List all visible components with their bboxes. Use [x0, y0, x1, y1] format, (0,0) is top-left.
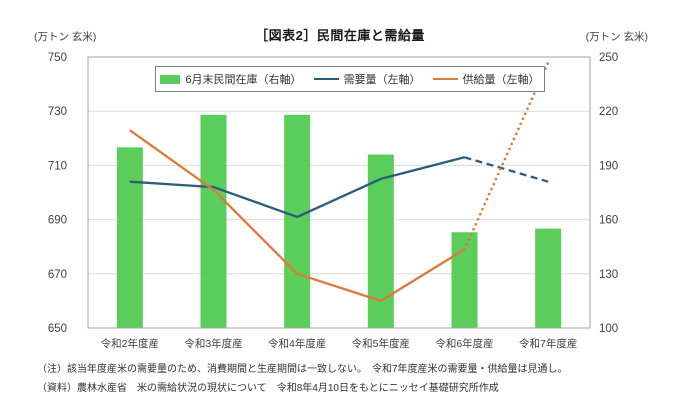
- legend-bar-swatch: [160, 74, 181, 84]
- y-tick-right: 130: [599, 269, 618, 281]
- x-label-令和5年度産: 令和5年度産: [352, 337, 410, 350]
- y-tick-left: 650: [48, 323, 67, 335]
- y-tick-left: 670: [48, 269, 67, 281]
- x-label-令和7年度産: 令和7年度産: [519, 337, 577, 350]
- y-tick-right: 100: [599, 323, 618, 335]
- chart-title: ［図表2］民間在庫と需給量: [255, 28, 425, 43]
- line-forecast-series-0: [464, 156, 549, 183]
- note-source: （資料）農林水産省 米の需給状況の現状について 令和8年4月10日をもとにニッセ…: [37, 382, 499, 394]
- plot-border: [87, 56, 591, 329]
- x-label-令和4年度産: 令和4年度産: [268, 337, 326, 350]
- y-tick-left: 750: [48, 52, 67, 64]
- legend-demand-line-swatch: [313, 77, 339, 81]
- y-tick-right: 190: [599, 160, 618, 172]
- x-label-令和3年度産: 令和3年度産: [184, 337, 242, 350]
- legend-item-supply: 供給量（左軸）: [432, 71, 540, 87]
- legend-item-inventory: 6月末民間在庫（右軸）: [160, 71, 302, 87]
- right-axis-unit-label: (万トン 玄米): [585, 31, 648, 43]
- line-solid-series-1: [129, 129, 466, 303]
- legend-label-inventory: 6月末民間在庫（右軸）: [185, 74, 302, 86]
- chart-legend: 6月末民間在庫（右軸） 需要量（左軸） 供給量（左軸）: [155, 66, 545, 92]
- y-tick-left: 730: [48, 106, 67, 118]
- bar-令和6年度産: [451, 232, 478, 328]
- y-tick-left: 710: [48, 160, 67, 172]
- y-tick-left: 690: [48, 215, 67, 227]
- y-tick-right: 220: [599, 106, 618, 118]
- x-label-令和6年度産: 令和6年度産: [435, 337, 493, 350]
- footnotes: （注）該当年度産米の需要量のため、消費期間と生産期間は一致しない。 令和7年度産…: [37, 361, 568, 398]
- line-forecast-series-1: [463, 61, 550, 251]
- y-tick-right: 160: [599, 215, 618, 227]
- note-caution: （注）該当年度産米の需要量のため、消費期間と生産期間は一致しない。 令和7年度産…: [37, 364, 568, 375]
- bar-令和2年度産: [116, 147, 143, 328]
- chart-canvas: 750 250 730 220 710 190 690 160 670 130 650 100 令和2年…: [48, 52, 618, 350]
- bar-令和7年度産: [535, 228, 562, 328]
- legend-item-demand: 需要量（左軸）: [313, 71, 421, 87]
- legend-supply-line-swatch: [432, 77, 458, 81]
- y-tick-right: 250: [599, 52, 618, 64]
- bar-令和4年度産: [284, 114, 311, 329]
- x-label-令和2年度産: 令和2年度産: [101, 337, 159, 350]
- legend-label-supply: 供給量（左軸）: [462, 74, 540, 86]
- bar-令和3年度産: [200, 114, 227, 329]
- left-axis-unit-label: (万トン 玄米): [34, 31, 97, 43]
- line-solid-series-0: [129, 156, 465, 219]
- legend-label-demand: 需要量（左軸）: [343, 74, 421, 86]
